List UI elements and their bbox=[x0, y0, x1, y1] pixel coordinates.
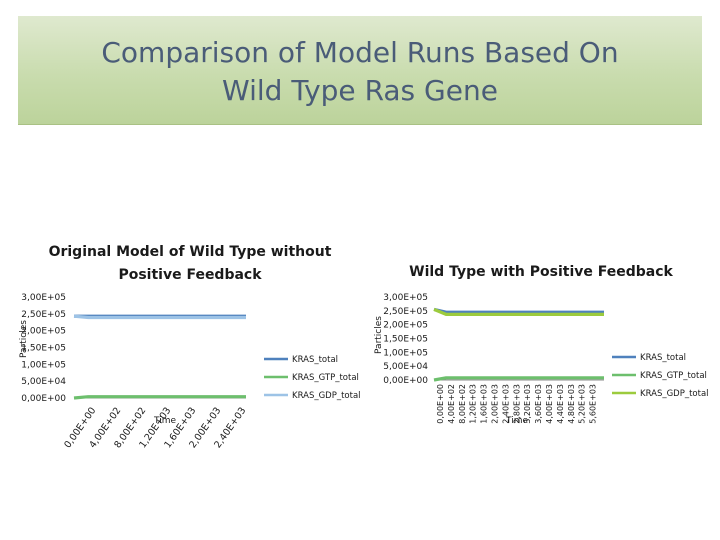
chart-2-series-line-1 bbox=[433, 307, 604, 314]
chart-2-x-tick-label: 3,20E+03 bbox=[523, 384, 532, 424]
chart-1-series-line-3 bbox=[73, 314, 246, 320]
chart-2-y-tick-label: 2,00E+05 bbox=[383, 321, 428, 331]
chart-1-x-axis-title: Time bbox=[153, 416, 176, 426]
chart-1-y-tick-label: 2,50E+05 bbox=[21, 310, 66, 320]
chart-1-legend-label: KRAS_GTP_total bbox=[292, 373, 359, 383]
chart-1-y-tick-label: 0,00E+00 bbox=[21, 394, 66, 404]
chart-1-y-tick-label: 2,00E+05 bbox=[21, 327, 66, 337]
chart-2-series-line-2 bbox=[433, 376, 604, 382]
chart-2-x-tick-label: 8,00E+02 bbox=[458, 384, 467, 424]
chart-2-y-axis-title: Particles bbox=[374, 316, 384, 354]
chart-2-x-tick-label: 3,60E+03 bbox=[534, 384, 543, 424]
chart-2-y-tick-label: 5,00E+04 bbox=[383, 362, 428, 372]
chart-1-legend-label: KRAS_total bbox=[292, 355, 338, 365]
slide-title: Comparison of Model Runs Based On Wild T… bbox=[18, 34, 702, 110]
title-banner bbox=[18, 16, 702, 125]
chart-2-y-tick-label: 1,50E+05 bbox=[383, 335, 428, 345]
chart-2-x-tick-label: 4,00E+03 bbox=[545, 384, 554, 424]
chart-2-y-tick-label: 0,00E+00 bbox=[383, 376, 428, 386]
chart-1-series-line-2 bbox=[73, 395, 246, 400]
chart-1-y-tick-label: 3,00E+05 bbox=[21, 293, 66, 303]
chart-1-y-tick-label: 1,00E+05 bbox=[21, 360, 66, 370]
slide-title-line-1: Comparison of Model Runs Based On bbox=[101, 36, 619, 69]
chart-2-x-tick-label: 4,80E+03 bbox=[567, 384, 576, 424]
chart-2-y-tick-label: 3,00E+05 bbox=[383, 293, 428, 303]
chart-2-x-tick-label: 2,40E+03 bbox=[501, 384, 510, 424]
slide-title-line-2: Wild Type Ras Gene bbox=[222, 74, 498, 107]
chart-2-y-tick-label: 1,00E+05 bbox=[383, 348, 428, 358]
chart-2-x-tick-label: 5,20E+03 bbox=[578, 384, 587, 424]
chart-2-legend-label: KRAS_GDP_total bbox=[640, 389, 709, 399]
chart-2-x-tick-label: 1,60E+03 bbox=[480, 384, 489, 424]
chart-2-x-tick-label: 0,00E+00 bbox=[436, 384, 445, 424]
chart-2-x-tick-label: 1,20E+03 bbox=[469, 384, 478, 424]
chart-1-y-tick-label: 5,00E+04 bbox=[21, 377, 66, 387]
chart-2-y-tick-label: 2,50E+05 bbox=[383, 307, 428, 317]
chart-1-y-axis-title: Particles bbox=[19, 320, 29, 358]
chart-2-x-tick-label: 2,00E+03 bbox=[491, 384, 500, 424]
chart-2-x-axis-title: Time bbox=[505, 416, 528, 426]
chart-2-legend-label: KRAS_GTP_total bbox=[640, 371, 707, 381]
chart-2-x-tick-label: 2,80E+03 bbox=[512, 384, 521, 424]
chart-2-title: Wild Type with Positive Feedback bbox=[409, 264, 673, 280]
chart-2-series-line-3 bbox=[433, 307, 604, 316]
chart-2-x-tick-label: 4,40E+03 bbox=[556, 384, 565, 424]
chart-2-x-tick-label: 5,60E+03 bbox=[589, 384, 598, 424]
chart-2-legend-label: KRAS_total bbox=[640, 353, 686, 363]
chart-1-title-line-2: Positive Feedback bbox=[118, 267, 262, 283]
chart-1-y-tick-label: 1,50E+05 bbox=[21, 344, 66, 354]
chart-1-title-line-1: Original Model of Wild Type without bbox=[49, 244, 332, 260]
chart-2-x-tick-label: 4,00E+02 bbox=[447, 384, 456, 424]
chart-1-legend-label: KRAS_GDP_total bbox=[292, 391, 361, 401]
